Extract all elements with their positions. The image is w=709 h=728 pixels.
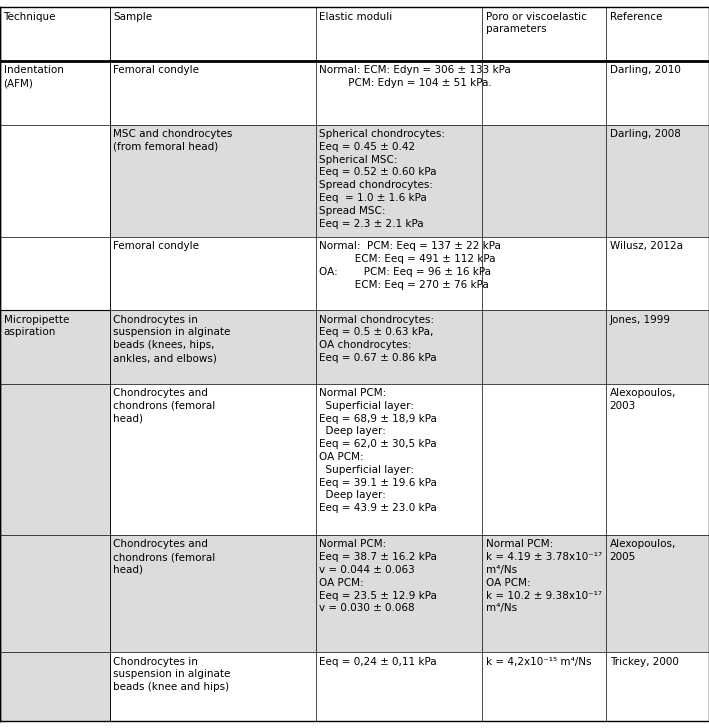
Bar: [110, 384, 316, 535]
Bar: [482, 384, 606, 535]
Text: Wilusz, 2012a: Wilusz, 2012a: [610, 241, 683, 251]
Bar: [0, 384, 110, 535]
Text: Alexopoulos,
2003: Alexopoulos, 2003: [610, 388, 676, 411]
Bar: [606, 124, 709, 237]
Text: MSC and chondrocytes
(from femoral head): MSC and chondrocytes (from femoral head): [113, 129, 233, 151]
Bar: [606, 652, 709, 721]
Bar: [110, 652, 316, 721]
Bar: [316, 61, 482, 124]
Bar: [482, 535, 606, 652]
Bar: [316, 384, 482, 535]
Text: Poro or viscoelastic
parameters: Poro or viscoelastic parameters: [486, 12, 586, 34]
Bar: [110, 124, 316, 237]
Text: Jones, 1999: Jones, 1999: [610, 314, 671, 325]
Bar: [482, 652, 606, 721]
Bar: [110, 237, 316, 310]
Text: Normal PCM:
Eeq = 38.7 ± 16.2 kPa
v = 0.044 ± 0.063
OA PCM:
Eeq = 23.5 ± 12.9 kP: Normal PCM: Eeq = 38.7 ± 16.2 kPa v = 0.…: [319, 539, 437, 614]
Bar: [0, 310, 110, 384]
Bar: [0, 310, 110, 721]
Bar: [110, 310, 316, 384]
Text: Chondrocytes and
chondrons (femoral
head): Chondrocytes and chondrons (femoral head…: [113, 539, 216, 575]
Text: Indentation
(AFM): Indentation (AFM): [4, 66, 63, 88]
Text: Elastic moduli: Elastic moduli: [319, 12, 392, 22]
Bar: [316, 7, 482, 61]
Bar: [606, 535, 709, 652]
Bar: [110, 7, 316, 61]
Bar: [110, 535, 316, 652]
Text: Chondrocytes and
chondrons (femoral
head): Chondrocytes and chondrons (femoral head…: [113, 388, 216, 424]
Bar: [606, 7, 709, 61]
Text: Normal chondrocytes:
Eeq = 0.5 ± 0.63 kPa,
OA chondrocytes:
Eeq = 0.67 ± 0.86 kP: Normal chondrocytes: Eeq = 0.5 ± 0.63 kP…: [319, 314, 437, 363]
Bar: [606, 61, 709, 124]
Text: Chondrocytes in
suspension in alginate
beads (knees, hips,
ankles, and elbows): Chondrocytes in suspension in alginate b…: [113, 314, 231, 363]
Bar: [0, 61, 110, 124]
Text: k = 4,2x10⁻¹⁵ m⁴/Ns: k = 4,2x10⁻¹⁵ m⁴/Ns: [486, 657, 591, 667]
Bar: [0, 124, 110, 237]
Text: Reference: Reference: [610, 12, 662, 22]
Bar: [482, 7, 606, 61]
Bar: [606, 384, 709, 535]
Text: Trickey, 2000: Trickey, 2000: [610, 657, 679, 667]
Text: Normal: ECM: Edyn = 306 ± 133 kPa
         PCM: Edyn = 104 ± 51 kPa.: Normal: ECM: Edyn = 306 ± 133 kPa PCM: E…: [319, 66, 510, 88]
Text: Indentation
(AFM): Indentation (AFM): [4, 66, 63, 88]
Text: Darling, 2008: Darling, 2008: [610, 129, 681, 139]
Text: Micropipette
aspiration: Micropipette aspiration: [4, 314, 69, 337]
Text: Normal:  PCM: Eeq = 137 ± 22 kPa
           ECM: Eeq = 491 ± 112 kPa
OA:        : Normal: PCM: Eeq = 137 ± 22 kPa ECM: Eeq…: [319, 241, 501, 290]
Bar: [316, 237, 482, 310]
Bar: [0, 7, 110, 61]
Text: Spherical chondrocytes:
Eeq = 0.45 ± 0.42
Spherical MSC:
Eeq = 0.52 ± 0.60 kPa
S: Spherical chondrocytes: Eeq = 0.45 ± 0.4…: [319, 129, 445, 229]
Text: Micropipette
aspiration: Micropipette aspiration: [4, 314, 69, 337]
Text: Alexopoulos,
2005: Alexopoulos, 2005: [610, 539, 676, 562]
Bar: [606, 310, 709, 384]
Bar: [316, 652, 482, 721]
Text: Femoral condyle: Femoral condyle: [113, 241, 199, 251]
Bar: [482, 310, 606, 384]
Text: Darling, 2010: Darling, 2010: [610, 66, 681, 76]
Text: Sample: Sample: [113, 12, 152, 22]
Bar: [316, 124, 482, 237]
Text: Normal PCM:
  Superficial layer:
Eeq = 68,9 ± 18,9 kPa
  Deep layer:
Eeq = 62,0 : Normal PCM: Superficial layer: Eeq = 68,…: [319, 388, 437, 513]
Bar: [0, 61, 110, 310]
Bar: [316, 310, 482, 384]
Bar: [110, 61, 316, 124]
Bar: [482, 61, 606, 124]
Bar: [316, 535, 482, 652]
Bar: [482, 237, 606, 310]
Text: Normal PCM:
k = 4.19 ± 3.78x10⁻¹⁷
m⁴/Ns
OA PCM:
k = 10.2 ± 9.38x10⁻¹⁷
m⁴/Ns: Normal PCM: k = 4.19 ± 3.78x10⁻¹⁷ m⁴/Ns …: [486, 539, 602, 614]
Text: Femoral condyle: Femoral condyle: [113, 66, 199, 76]
Text: Eeq = 0,24 ± 0,11 kPa: Eeq = 0,24 ± 0,11 kPa: [319, 657, 437, 667]
Bar: [0, 237, 110, 310]
Text: Chondrocytes in
suspension in alginate
beads (knee and hips): Chondrocytes in suspension in alginate b…: [113, 657, 231, 692]
Bar: [606, 237, 709, 310]
Bar: [0, 535, 110, 652]
Bar: [0, 652, 110, 721]
Bar: [482, 124, 606, 237]
Text: Technique: Technique: [4, 12, 56, 22]
